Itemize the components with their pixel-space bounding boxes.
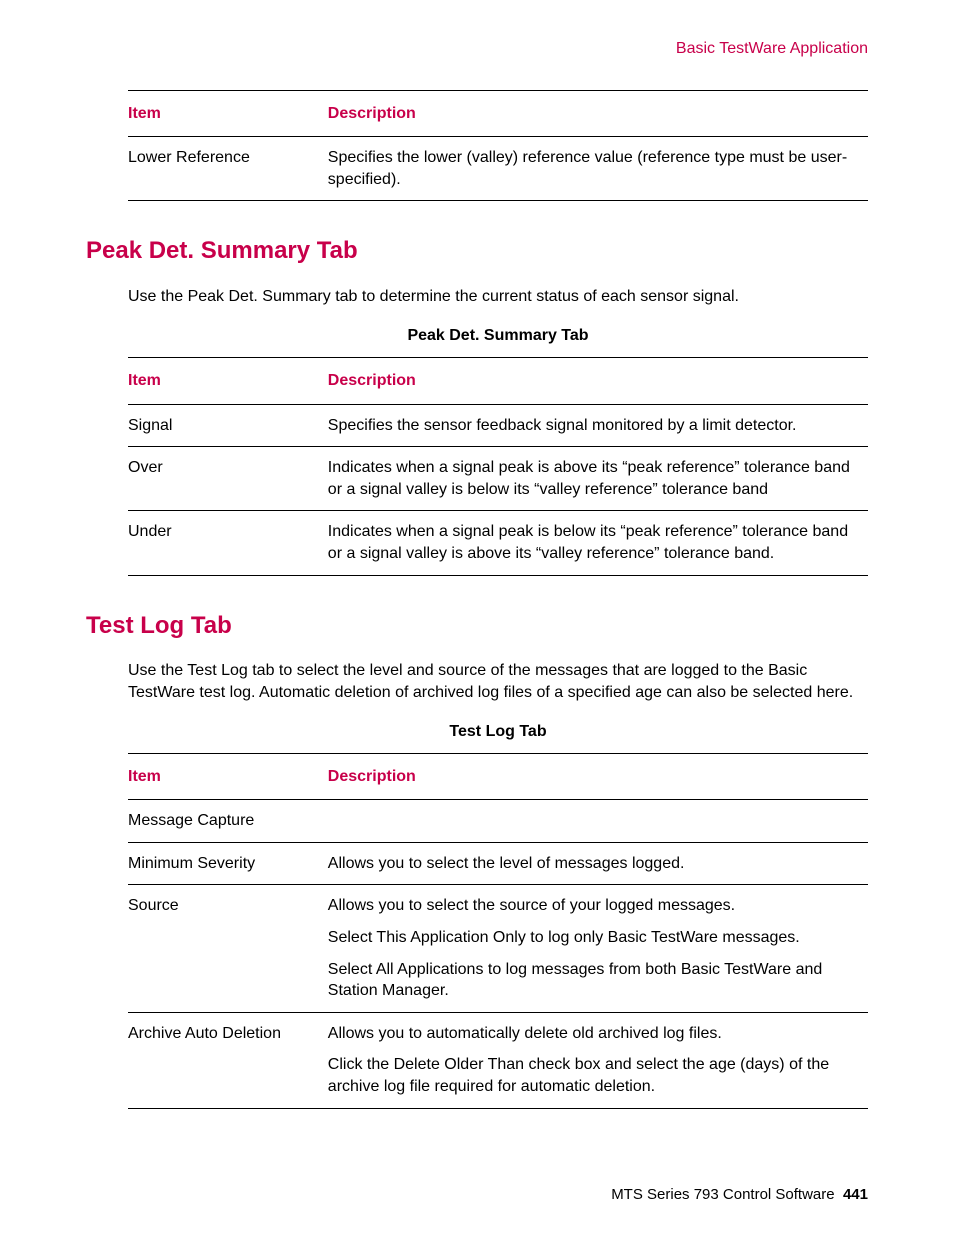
table-row: SourceAllows you to select the source of… [128,885,868,1012]
table-cell-desc: Specifies the sensor feedback signal mon… [328,404,868,447]
table-cell-desc-paragraph: Allows you to select the source of your … [328,895,860,917]
table-header-item: Item [128,357,328,404]
table-cell-desc: Allows you to select the level of messag… [328,842,868,885]
table-peak-summary: Item Description SignalSpecifies the sen… [128,357,868,576]
table-header-desc: Description [328,90,868,137]
table-cell-desc-paragraph: Specifies the lower (valley) reference v… [328,147,860,190]
table-body: Message CaptureMinimum SeverityAllows yo… [128,800,868,1108]
table-row: UnderIndicates when a signal peak is bel… [128,511,868,575]
table-cell-desc: Specifies the lower (valley) reference v… [328,137,868,201]
table-header-desc: Description [328,357,868,404]
table-cell-item: Under [128,511,328,575]
table-cell-desc-paragraph: Click the Delete Older Than check box an… [328,1054,860,1097]
section-title-peak: Peak Det. Summary Tab [86,235,868,267]
table-cell-desc: Allows you to select the source of your … [328,885,868,1012]
table-row: Minimum SeverityAllows you to select the… [128,842,868,885]
page: Basic TestWare Application Item Descript… [0,0,954,1235]
table-caption-peak: Peak Det. Summary Tab [128,325,868,347]
section-title-log: Test Log Tab [86,610,868,642]
table-cell-desc: Indicates when a signal peak is above it… [328,447,868,511]
page-footer: MTS Series 793 Control Software 441 [611,1185,868,1205]
table-cell-item: Signal [128,404,328,447]
table-cell-item: Source [128,885,328,1012]
table-lower-reference: Item Description Lower ReferenceSpecifie… [128,90,868,202]
section-intro-peak: Use the Peak Det. Summary tab to determi… [128,286,868,308]
table-row: Message Capture [128,800,868,843]
table-cell-desc [328,800,868,843]
table-cell-desc-paragraph: Select All Applications to log messages … [328,959,860,1002]
table-cell-desc-paragraph: Allows you to select the level of messag… [328,853,860,875]
running-header: Basic TestWare Application [86,38,868,60]
section-intro-log: Use the Test Log tab to select the level… [128,660,868,703]
table-cell-item: Archive Auto Deletion [128,1012,328,1108]
table-row: Archive Auto DeletionAllows you to autom… [128,1012,868,1108]
table-cell-desc: Allows you to automatically delete old a… [328,1012,868,1108]
table-cell-item: Lower Reference [128,137,328,201]
footer-product: MTS Series 793 Control Software [611,1186,834,1203]
table-row: Lower ReferenceSpecifies the lower (vall… [128,137,868,201]
table-header-desc: Description [328,753,868,800]
table-cell-desc-paragraph: Indicates when a signal peak is below it… [328,521,860,564]
table-row: OverIndicates when a signal peak is abov… [128,447,868,511]
table-cell-desc-paragraph: Specifies the sensor feedback signal mon… [328,415,860,437]
table-body: SignalSpecifies the sensor feedback sign… [128,404,868,575]
table-test-log: Item Description Message CaptureMinimum … [128,753,868,1109]
table-caption-log: Test Log Tab [128,721,868,743]
table-cell-desc-paragraph: Allows you to automatically delete old a… [328,1023,860,1045]
footer-page-number: 441 [843,1186,868,1203]
table-cell-desc-paragraph: Select This Application Only to log only… [328,927,860,949]
table-cell-desc-paragraph: Indicates when a signal peak is above it… [328,457,860,500]
table-header-item: Item [128,753,328,800]
table-cell-item: Over [128,447,328,511]
table-cell-item: Minimum Severity [128,842,328,885]
table-row: SignalSpecifies the sensor feedback sign… [128,404,868,447]
table-cell-item: Message Capture [128,800,328,843]
table-body: Lower ReferenceSpecifies the lower (vall… [128,137,868,201]
table-header-item: Item [128,90,328,137]
table-cell-desc: Indicates when a signal peak is below it… [328,511,868,575]
